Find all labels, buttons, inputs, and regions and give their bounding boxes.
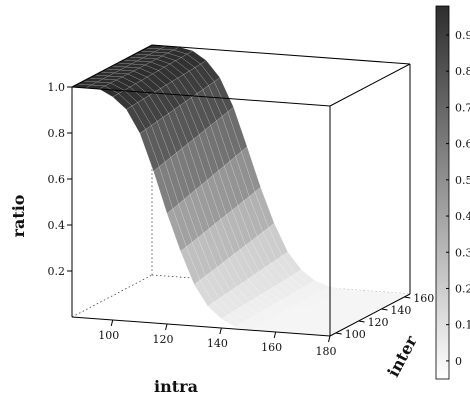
box-edge bbox=[329, 293, 411, 337]
surface-patch bbox=[191, 237, 212, 277]
surface-mesh bbox=[71, 44, 411, 337]
surface-patch bbox=[162, 113, 183, 154]
y-axis-label: inter bbox=[383, 332, 421, 380]
surface-patch bbox=[254, 186, 275, 229]
y-tick-label: 160 bbox=[413, 292, 434, 305]
y-tick-label: 120 bbox=[368, 316, 389, 329]
colorbar-tick-label: 0.4 bbox=[455, 210, 470, 223]
surface-patch bbox=[172, 203, 193, 248]
z-tick-label: 0.4 bbox=[48, 219, 66, 232]
box-edge bbox=[329, 63, 411, 107]
y-tick-mark bbox=[404, 296, 411, 299]
x-tick-mark bbox=[219, 327, 222, 335]
y-tick-mark bbox=[335, 332, 342, 335]
box-edge bbox=[71, 44, 153, 88]
surface-patch bbox=[186, 241, 206, 281]
x-tick-mark bbox=[110, 319, 114, 327]
surface-patch bbox=[226, 209, 246, 250]
axis-ticks: 100 120 140 160 1801001201401600.20.40.60.81… bbox=[48, 81, 435, 358]
colorbar-tick-label: 0.6 bbox=[455, 138, 470, 151]
surface-patch bbox=[251, 236, 271, 268]
x-tick-mark bbox=[165, 323, 168, 331]
surface-patch bbox=[145, 125, 166, 167]
x-axis-label: intra bbox=[154, 377, 198, 396]
x-tick-label: 160 bbox=[261, 341, 282, 354]
z-tick-label: 0.8 bbox=[48, 127, 66, 140]
surface-patch bbox=[193, 279, 214, 307]
surface-patch bbox=[155, 55, 177, 65]
box-edge bbox=[71, 316, 331, 337]
colorbar-ticks: 0 0.1 0.2 0.3 0.4 0.5 0.6 0.7 0.8 0.9 bbox=[446, 29, 470, 368]
y-tick-label: 100 bbox=[345, 328, 366, 341]
colorbar bbox=[435, 5, 450, 380]
x-tick-label: 180 bbox=[316, 345, 337, 358]
box-edge bbox=[71, 86, 331, 107]
surface-patch bbox=[237, 200, 258, 242]
x-tick-label: 140 bbox=[207, 337, 228, 350]
surface-patch bbox=[185, 97, 206, 135]
surface-patch bbox=[170, 152, 191, 200]
y-tick-label: 140 bbox=[390, 304, 411, 317]
z-tick-label: 0.2 bbox=[48, 265, 66, 278]
surface-patch bbox=[268, 222, 289, 257]
z-axis-label: ratio bbox=[9, 194, 28, 237]
y-tick-mark bbox=[358, 320, 365, 323]
box-edge bbox=[151, 44, 411, 65]
box-edge-hidden bbox=[71, 274, 153, 318]
surface-patch bbox=[160, 84, 181, 110]
surface-patch bbox=[168, 109, 189, 149]
surface-patch bbox=[211, 266, 231, 295]
surface-patch bbox=[180, 53, 201, 68]
colorbar-tick-label: 0.9 bbox=[455, 29, 470, 42]
y-tick-mark bbox=[381, 308, 388, 311]
x-tick-mark bbox=[273, 331, 277, 339]
colorbar-tick-label: 0.3 bbox=[455, 246, 470, 259]
colorbar-tick-label: 0 bbox=[455, 355, 462, 368]
surface-patch bbox=[130, 60, 152, 66]
surface-patch bbox=[183, 70, 204, 94]
colorbar-tick-label: 0.1 bbox=[455, 319, 470, 332]
colorbar-tick-label: 0.2 bbox=[455, 282, 470, 295]
surface-patch bbox=[216, 115, 236, 162]
x-tick-label: 120 bbox=[153, 333, 174, 346]
surface-patch bbox=[195, 184, 216, 229]
box-front-edges bbox=[71, 44, 411, 337]
surface-patch bbox=[175, 57, 196, 72]
surface-patch bbox=[235, 151, 256, 197]
surface-patch bbox=[270, 259, 291, 281]
x-tick-label: 100 bbox=[98, 329, 119, 342]
surface-patch bbox=[208, 81, 229, 117]
surface-patch bbox=[140, 76, 161, 93]
surface-patch bbox=[210, 120, 231, 167]
x-tick-mark bbox=[328, 335, 331, 343]
surface-patch bbox=[135, 80, 156, 96]
surface-patch bbox=[248, 191, 269, 233]
surface-patch bbox=[201, 179, 221, 225]
surface-patch bbox=[253, 271, 274, 292]
z-tick-label: 0.6 bbox=[48, 173, 66, 186]
surface-patch bbox=[276, 255, 296, 278]
colorbar-tick-label: 0.8 bbox=[455, 65, 470, 78]
surface-patch bbox=[166, 208, 187, 252]
colorbar-tick-label: 0.7 bbox=[455, 101, 470, 114]
surface-patch bbox=[166, 81, 186, 106]
surface-patch bbox=[191, 93, 211, 131]
surface-patch bbox=[126, 105, 146, 134]
colorbar-tick-label: 0.5 bbox=[455, 174, 470, 187]
surface-patch bbox=[200, 60, 221, 82]
surface-patch bbox=[262, 227, 283, 260]
surface-patch bbox=[151, 121, 171, 163]
z-tick-label: 1.0 bbox=[48, 81, 66, 94]
